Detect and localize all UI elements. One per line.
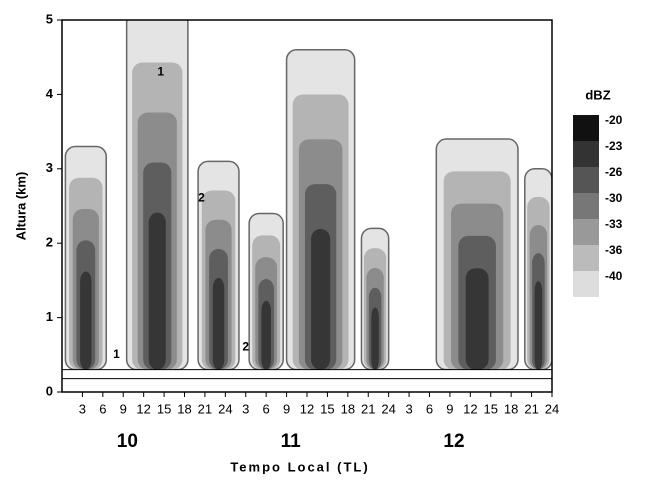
colorbar-box [573, 271, 599, 297]
x-tick-label: 15 [157, 401, 171, 416]
x-tick-label: 24 [545, 401, 559, 416]
x-tick-label: 21 [361, 401, 375, 416]
x-tick-label: 21 [198, 401, 212, 416]
day-label: 12 [443, 431, 464, 452]
y-tick-label: 2 [46, 235, 53, 250]
colorbar-label: -33 [605, 217, 623, 231]
annotation: 1 [113, 347, 120, 361]
y-tick-label: 1 [46, 309, 53, 324]
contour-region [261, 300, 271, 370]
x-tick-label: 9 [446, 401, 453, 416]
colorbar-box [573, 115, 599, 141]
contour-region [212, 278, 225, 370]
x-tick-label: 3 [242, 401, 249, 416]
x-tick-label: 3 [405, 401, 412, 416]
x-tick-label: 18 [341, 401, 355, 416]
contour-region [80, 271, 92, 370]
x-tick-label: 12 [136, 401, 150, 416]
colorbar-box [573, 167, 599, 193]
y-tick-label: 5 [46, 11, 53, 26]
colorbar-label: -40 [605, 269, 623, 283]
contour-field [62, 20, 552, 392]
x-tick-label: 18 [504, 401, 518, 416]
y-tick-label: 4 [46, 86, 54, 101]
contour-region [534, 281, 543, 370]
x-tick-label: 24 [218, 401, 232, 416]
colorbar-box [573, 245, 599, 271]
contour-region [371, 307, 379, 370]
colorbar-box [573, 193, 599, 219]
day-label: 10 [117, 431, 138, 452]
y-axis-label: Altura (km) [13, 172, 28, 241]
colorbar-label: -23 [605, 139, 623, 153]
x-tick-label: 15 [320, 401, 334, 416]
x-tick-label: 12 [300, 401, 314, 416]
x-tick-label: 9 [120, 401, 127, 416]
day-label: 11 [281, 431, 302, 452]
x-tick-label: 9 [283, 401, 290, 416]
x-tick-label: 21 [524, 401, 538, 416]
x-tick-label: 3 [79, 401, 86, 416]
y-tick-label: 3 [46, 160, 53, 175]
x-axis-label: Tempo Local (TL) [230, 459, 369, 474]
x-tick-label: 12 [463, 401, 477, 416]
colorbar-title: dBZ [585, 87, 610, 102]
colorbar-box [573, 219, 599, 245]
colorbar-label: -36 [605, 243, 623, 257]
x-tick-label: 24 [381, 401, 395, 416]
ground-band [62, 369, 552, 392]
x-tick-label: 15 [484, 401, 498, 416]
annotation: 1 [157, 64, 164, 78]
annotation: 2 [198, 191, 205, 205]
x-tick-label: 18 [177, 401, 191, 416]
contour-region [465, 268, 489, 370]
x-tick-label: 6 [426, 401, 433, 416]
contour-region [311, 228, 331, 370]
colorbar-box [573, 141, 599, 167]
colorbar-label: -26 [605, 165, 623, 179]
colorbar-label: -20 [605, 113, 623, 127]
y-tick-label: 0 [46, 383, 53, 398]
contour-region [148, 212, 166, 370]
annotation: 2 [242, 340, 249, 354]
x-tick-label: 6 [99, 401, 106, 416]
colorbar-label: -30 [605, 191, 623, 205]
x-tick-label: 6 [263, 401, 270, 416]
